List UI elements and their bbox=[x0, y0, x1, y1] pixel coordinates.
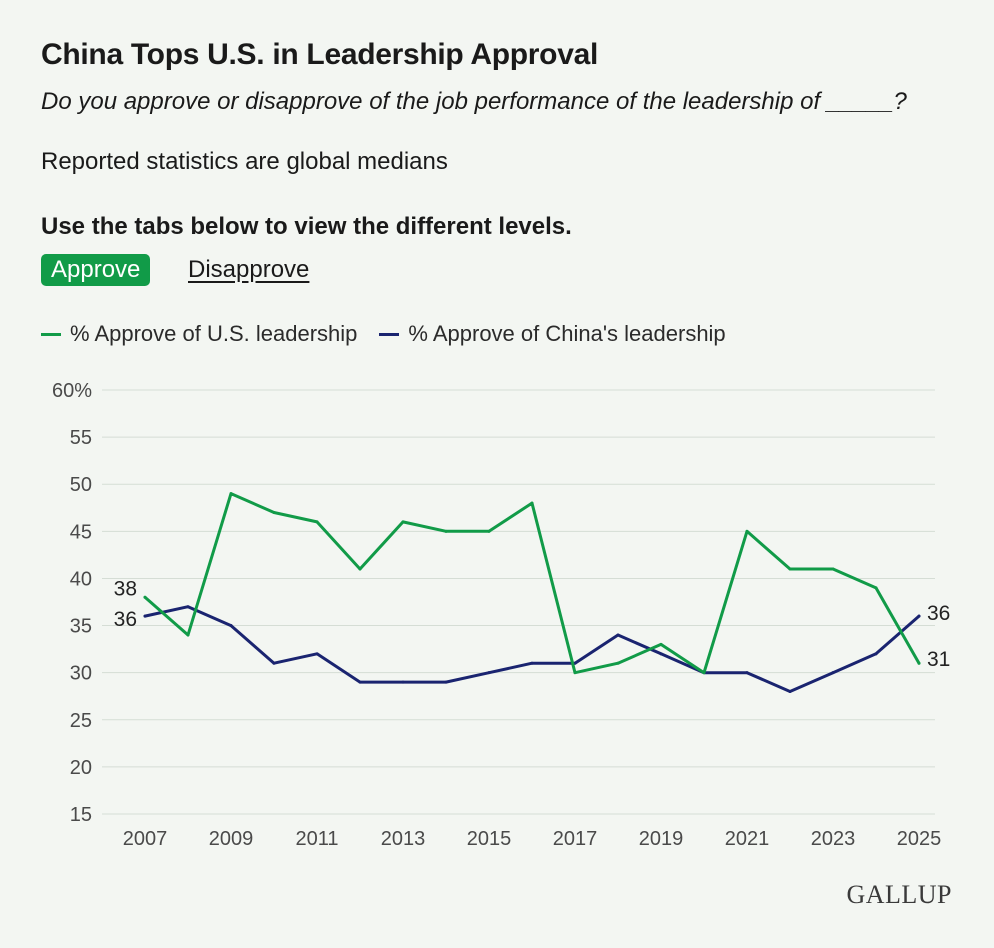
y-tick-label: 40 bbox=[70, 568, 92, 590]
x-tick-label: 2009 bbox=[209, 828, 254, 850]
x-tick-label: 2013 bbox=[381, 828, 426, 850]
point-us bbox=[229, 492, 233, 496]
point-us bbox=[874, 586, 878, 590]
point-us bbox=[272, 510, 276, 514]
legend-item-us: % Approve of U.S. leadership bbox=[41, 321, 357, 347]
y-tick-label: 35 bbox=[70, 616, 92, 638]
point-us bbox=[401, 520, 405, 524]
gallup-logo: GALLUP bbox=[846, 880, 952, 909]
point-us bbox=[659, 642, 663, 646]
point-us bbox=[831, 567, 835, 571]
point-china bbox=[401, 680, 405, 684]
legend-swatch-china bbox=[379, 332, 400, 336]
x-tick-label: 2017 bbox=[553, 828, 598, 850]
point-china bbox=[272, 661, 276, 665]
point-china bbox=[143, 614, 147, 618]
series-line-us bbox=[143, 492, 921, 675]
chart-legend: % Approve of U.S. leadership % Approve o… bbox=[41, 321, 748, 347]
x-tick-label: 2015 bbox=[467, 828, 512, 850]
x-tick-label: 2025 bbox=[897, 828, 942, 850]
point-china bbox=[616, 633, 620, 637]
point-us bbox=[917, 661, 921, 665]
legend-label-china: % Approve of China's leadership bbox=[408, 321, 726, 346]
data-label-china-start: 36 bbox=[114, 608, 137, 631]
legend-label-us: % Approve of U.S. leadership bbox=[70, 321, 358, 346]
y-tick-label: 30 bbox=[70, 663, 92, 685]
x-tick-label: 2011 bbox=[295, 828, 338, 850]
point-china bbox=[444, 680, 448, 684]
y-tick-label: 55 bbox=[70, 427, 92, 449]
point-china bbox=[659, 652, 663, 656]
x-tick-label: 2021 bbox=[725, 828, 770, 850]
legend-swatch-us bbox=[41, 332, 61, 336]
x-tick-label: 2023 bbox=[811, 828, 856, 850]
series-line-china bbox=[143, 605, 921, 693]
x-tick-label: 2019 bbox=[639, 828, 684, 850]
point-us bbox=[487, 529, 491, 533]
y-tick-label: 45 bbox=[70, 521, 92, 543]
y-tick-label: 15 bbox=[70, 804, 92, 826]
tab-approve[interactable]: Approve bbox=[41, 254, 151, 286]
point-china bbox=[186, 605, 190, 609]
point-us bbox=[186, 633, 190, 637]
chart-title: China Tops U.S. in Leadership Approval bbox=[41, 38, 599, 71]
tab-disapprove[interactable]: Disapprove bbox=[188, 256, 310, 283]
point-us bbox=[358, 567, 362, 571]
data-label-us-end: 31 bbox=[927, 648, 950, 671]
point-china bbox=[874, 652, 878, 656]
point-china bbox=[917, 614, 921, 618]
tab-instructions: Use the tabs below to view the different… bbox=[41, 213, 572, 240]
y-tick-label: 50 bbox=[70, 474, 92, 496]
point-china bbox=[530, 661, 534, 665]
y-tick-label: 60% bbox=[52, 380, 92, 402]
data-label-us-start: 38 bbox=[114, 577, 137, 600]
point-us bbox=[444, 529, 448, 533]
point-china bbox=[315, 652, 319, 656]
point-us bbox=[745, 529, 749, 533]
legend-item-china: % Approve of China's leadership bbox=[379, 321, 726, 347]
point-us bbox=[573, 671, 577, 675]
point-us bbox=[530, 501, 534, 505]
point-us bbox=[616, 661, 620, 665]
point-us bbox=[788, 567, 792, 571]
y-tick-label: 25 bbox=[70, 710, 92, 732]
x-tick-label: 2007 bbox=[123, 828, 168, 850]
point-china bbox=[358, 680, 362, 684]
chart-note: Reported statistics are global medians bbox=[41, 148, 448, 175]
point-china bbox=[229, 624, 233, 628]
point-china bbox=[831, 671, 835, 675]
point-china bbox=[487, 671, 491, 675]
point-china bbox=[788, 690, 792, 694]
point-us bbox=[143, 595, 147, 599]
survey-question: Do you approve or disapprove of the job … bbox=[41, 88, 907, 115]
y-tick-label: 20 bbox=[70, 757, 92, 779]
point-us bbox=[702, 671, 706, 675]
data-label-china-end: 36 bbox=[927, 602, 950, 625]
point-us bbox=[315, 520, 319, 524]
point-china bbox=[745, 671, 749, 675]
